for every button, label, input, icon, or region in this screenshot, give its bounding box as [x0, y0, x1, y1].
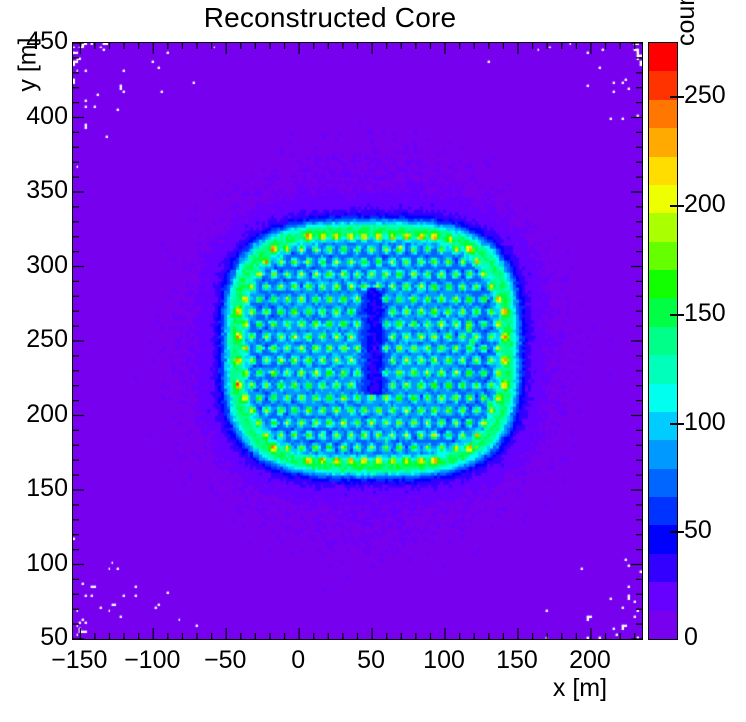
colorbar-band [649, 184, 677, 214]
colorbar-tick-label: 200 [684, 190, 726, 219]
x-axis-title: x [m] [552, 674, 608, 702]
colorbar-band [649, 440, 677, 469]
colorbar-band [649, 298, 677, 327]
y-tick-label: 250 [26, 325, 68, 353]
colorbar-band [649, 326, 677, 356]
x-tick-label: −50 [203, 646, 247, 674]
y-tick-label: 200 [26, 399, 68, 428]
x-tick-label: 200 [569, 646, 611, 674]
colorbar-band [649, 43, 677, 72]
plot-frame [72, 42, 643, 640]
y-tick-label: 350 [26, 176, 68, 204]
x-tick-label: 50 [357, 646, 385, 674]
y-tick-label: 450 [26, 27, 68, 55]
colorbar-tick-label: 250 [684, 81, 726, 110]
colorbar-tick-label: 150 [684, 298, 726, 327]
colorbar-band [649, 411, 677, 441]
y-tick-label: 300 [26, 250, 68, 279]
y-axis-tick-labels: 50 100 150 200 250 300 350 400 450 [0, 0, 68, 722]
x-tick-label: −150 [51, 646, 108, 674]
y-tick-label: 100 [26, 548, 68, 577]
colorbar-band [649, 355, 677, 384]
y-axis-title: y [m] [13, 37, 42, 92]
x-tick-label: 0 [291, 646, 306, 674]
colorbar-band [649, 71, 677, 100]
colorbar [648, 42, 678, 640]
colorbar-tick-label: 50 [684, 516, 712, 545]
x-tick-label: −100 [124, 646, 181, 674]
colorbar-band [649, 582, 677, 611]
x-tick-label: 100 [423, 646, 465, 674]
colorbar-title: count [672, 0, 700, 46]
colorbar-band [649, 610, 677, 639]
colorbar-band [649, 383, 677, 412]
colorbar-band [649, 497, 677, 526]
y-tick-label: 150 [26, 474, 68, 502]
colorbar-band [649, 99, 677, 129]
y-tick-label: 400 [26, 101, 68, 130]
colorbar-band [649, 468, 677, 497]
colorbar-tick-label: 0 [684, 623, 698, 651]
colorbar-band [649, 156, 677, 185]
colorbar-band [649, 525, 677, 554]
x-tick-label: 150 [496, 646, 538, 674]
colorbar-band [649, 553, 677, 583]
colorbar-band [649, 128, 677, 157]
x-axis-tick-labels: −150 −100 −50 0 50 100 150 200 [0, 648, 746, 682]
chart-title: Reconstructed Core [203, 2, 457, 33]
colorbar-tick-label: 100 [684, 407, 726, 436]
colorbar-band [649, 270, 677, 299]
colorbar-band [649, 241, 677, 270]
colorbar-band [649, 213, 677, 242]
y-tick-label: 50 [40, 623, 68, 651]
heatmap-canvas [73, 43, 642, 639]
